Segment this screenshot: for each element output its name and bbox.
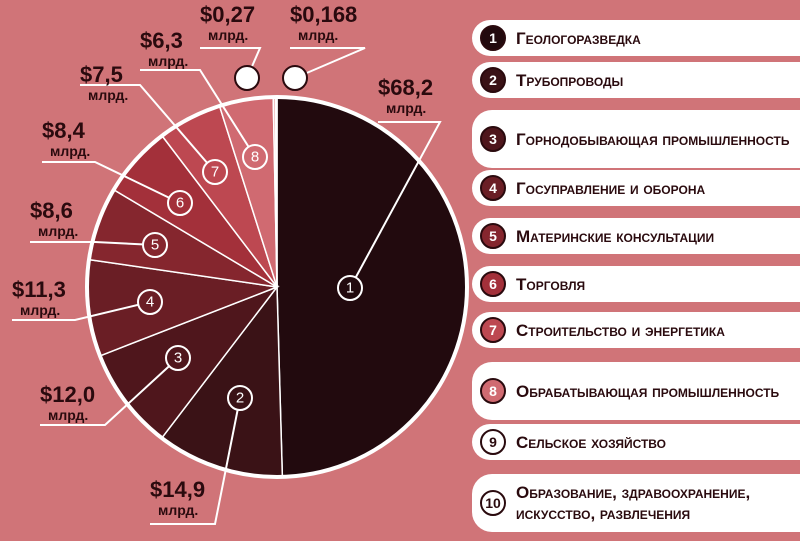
legend-item: 7 Строительство и энергетика [472, 312, 800, 348]
value-label: $8,6 [30, 198, 73, 223]
value-label: $68,2 [378, 75, 433, 100]
slice-marker [227, 385, 253, 411]
slice-number: 10 [287, 70, 304, 87]
legend-number: 7 [480, 317, 506, 343]
legend-label: Торговля [516, 274, 586, 294]
value-label: $8,4 [42, 118, 86, 143]
legend-item: 1 Геологоразведка [472, 20, 800, 56]
value-label: $6,3 [140, 28, 183, 53]
legend-number: 8 [480, 378, 506, 404]
legend-number: 3 [480, 126, 506, 152]
unit-label: млрд. [38, 223, 78, 239]
legend-label: Обрабатывающая промышленность [516, 381, 780, 401]
value-label: $0,168 [290, 2, 357, 27]
unit-label: млрд. [158, 502, 198, 518]
value-label: $7,5 [80, 62, 123, 87]
slice-marker [282, 65, 308, 91]
slice-number: 4 [146, 294, 154, 311]
legend-item: 2 Трубопроводы [472, 62, 800, 98]
leader-line [42, 161, 181, 204]
leader-line [30, 241, 156, 246]
legend-number: 6 [480, 271, 506, 297]
leader-line [290, 47, 366, 79]
legend-number: 5 [480, 223, 506, 249]
legend-item: 8 Обрабатывающая промышленность [472, 362, 800, 420]
legend-item: 3 Горнодобывающая промышленность [472, 110, 800, 168]
legend-label: Госуправление и оборона [516, 178, 706, 198]
leader-line [80, 84, 216, 173]
pie-slice [276, 96, 468, 478]
slice-marker [337, 275, 363, 301]
legend-label: Материнские консультации [516, 226, 715, 246]
legend-item: 10 Образование, здравоохранение, искусств… [472, 474, 800, 532]
slice-number: 5 [151, 237, 159, 254]
legend-item: 9 Сельское хозяйство [472, 424, 800, 460]
value-label: $0,27 [200, 2, 255, 27]
leader-line [349, 121, 442, 289]
unit-label: млрд. [20, 302, 60, 318]
slice-marker [142, 232, 168, 258]
legend-number: 1 [480, 25, 506, 51]
slice-marker [242, 144, 268, 170]
legend-label: Строительство и энергетика [516, 320, 725, 340]
slice-number: 3 [174, 350, 182, 367]
slice-number: 9 [243, 70, 251, 87]
legend-label: Трубопроводы [516, 70, 624, 90]
legend-number: 10 [480, 490, 506, 516]
slice-marker [165, 345, 191, 371]
legend-number: 2 [480, 67, 506, 93]
unit-label: млрд. [48, 407, 88, 423]
leader-line [140, 69, 256, 158]
slice-number: 8 [251, 149, 259, 166]
pie-outline [85, 95, 469, 479]
unit-label: млрд. [50, 143, 90, 159]
legend-number: 4 [480, 175, 506, 201]
slice-number: 7 [211, 164, 219, 181]
slice-marker [202, 159, 228, 185]
legend-number: 9 [480, 429, 506, 455]
legend-item: 5 Материнские консультации [472, 218, 800, 254]
legend-label: Образование, здравоохранение, искусство,… [516, 483, 751, 523]
value-label: $12,0 [40, 382, 95, 407]
leader-line [150, 397, 241, 525]
slice-number: 6 [176, 195, 184, 212]
unit-label: млрд. [88, 87, 128, 103]
unit-label: млрд. [148, 53, 188, 69]
slice-marker [234, 65, 260, 91]
leader-line [12, 301, 151, 321]
legend-label: Горнодобывающая промышленность [516, 129, 790, 149]
value-label: $14,9 [150, 477, 205, 502]
value-label: $11,3 [12, 277, 66, 302]
slice-marker [137, 289, 163, 315]
unit-label: млрд. [208, 27, 248, 43]
legend-item: 4 Госуправление и оборона [472, 170, 800, 206]
unit-label: млрд. [298, 27, 338, 43]
legend-item: 6 Торговля [472, 266, 800, 302]
unit-label: млрд. [386, 100, 426, 116]
legend-label: Геологоразведка [516, 28, 641, 48]
slice-number: 2 [236, 390, 244, 407]
leader-line [40, 357, 179, 426]
legend-label: Сельское хозяйство [516, 432, 666, 452]
slice-number: 1 [346, 280, 354, 297]
slice-marker [167, 190, 193, 216]
